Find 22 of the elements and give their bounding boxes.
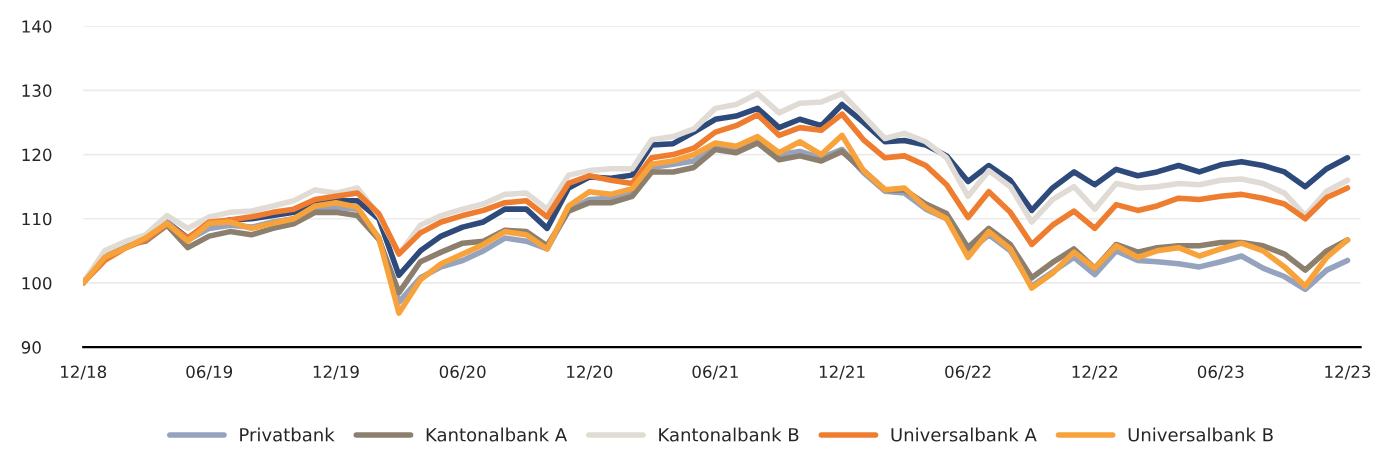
legend-label: Kantonalbank B	[659, 427, 799, 442]
x-tick-label: 06/20	[439, 365, 486, 380]
legend-label: Universalbank A	[891, 427, 1037, 442]
x-tick-label: 12/18	[61, 365, 107, 380]
x-tick-label: 06/22	[945, 365, 991, 380]
y-tick-label: 110	[22, 212, 52, 226]
x-tick-label: 12/23	[1325, 365, 1371, 380]
legend-label: Privatbank	[240, 427, 335, 442]
x-tick-label: 06/23	[1197, 365, 1244, 380]
y-tick-label: 130	[22, 84, 52, 97]
x-tick-label: 12/19	[313, 365, 359, 380]
y-tick-label: 90	[21, 341, 41, 354]
x-tick-label: 12/21	[819, 365, 865, 380]
legend-label: Universalbank B	[1128, 427, 1273, 442]
x-tick-label: 12/20	[567, 365, 613, 380]
x-tick-label: 06/21	[692, 365, 738, 380]
legend-label: Kantonalbank A	[426, 427, 568, 442]
y-tick-label: 140	[22, 20, 52, 33]
y-tick-label: 120	[22, 148, 52, 162]
x-tick-label: 12/22	[1072, 365, 1118, 380]
y-tick-label: 100	[22, 276, 52, 290]
x-tick-label: 06/19	[186, 365, 233, 380]
